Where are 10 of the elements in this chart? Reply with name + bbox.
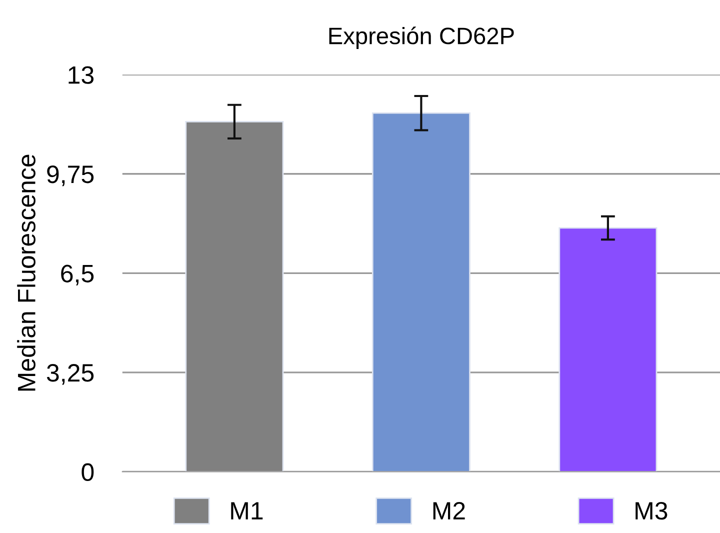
y-tick-label: 9,75 [47, 165, 94, 186]
legend-label: M1 [231, 502, 263, 520]
legend-label: M2 [433, 502, 465, 520]
y-tick-label: 13 [68, 66, 94, 84]
y-tick-label: 6,5 [61, 264, 94, 286]
legend-label: M3 [636, 502, 668, 520]
y-tick-label: 3,25 [46, 364, 94, 385]
y-axis-title: Median Fluorescence [17, 154, 36, 391]
y-tick-label: 0 [82, 463, 94, 482]
chart-title: Expresión CD62P [329, 26, 514, 49]
